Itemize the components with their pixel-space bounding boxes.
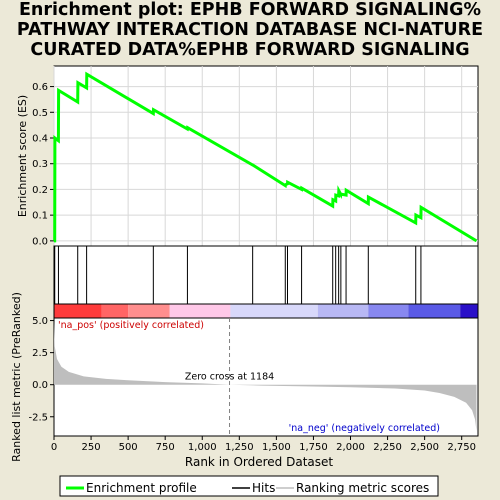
legend: Enrichment profile Hits Ranking metric s… — [59, 475, 439, 497]
metric-y-axis-label: Ranked list metric (PreRanked) — [10, 292, 23, 462]
metric-panel: Zero cross at 1184 'na_pos' (positively … — [10, 292, 479, 469]
es-y-tick-label: 0.6 — [32, 82, 48, 93]
x-tick-label: 2,750 — [447, 442, 476, 453]
title-line-3: CURATED DATA%EPHB FORWARD SIGNALING — [30, 40, 470, 60]
metric-x-axis: 0 250 500 750 1,000 1,250 1,500 1,750 2,000 2,250… — [51, 436, 476, 453]
x-tick-label: 1,250 — [225, 442, 254, 453]
color-bar-segment — [368, 304, 409, 318]
es-grid — [53, 66, 478, 246]
x-tick-label: 500 — [119, 442, 138, 453]
metric-y-tick-label: 2.5 — [32, 348, 48, 359]
x-tick-label: 1,500 — [262, 442, 291, 453]
legend-hits-label: Hits — [252, 481, 275, 495]
x-tick-label: 2,250 — [373, 442, 402, 453]
color-bar-segment — [101, 304, 129, 318]
es-panel: 0.0 0.1 0.2 0.3 0.4 0.5 0.6 Enrichment score (… — [16, 65, 479, 247]
color-bar-segment — [54, 304, 102, 318]
ranking-color-bar — [53, 303, 479, 319]
x-tick-label: 250 — [82, 442, 101, 453]
es-y-tick-label: 0.0 — [32, 236, 48, 247]
hits-lines — [54, 246, 422, 304]
legend-enrichment-label: Enrichment profile — [86, 481, 197, 495]
metric-y-tick-label: 0.0 — [32, 380, 48, 391]
metric-y-axis: -2.5 0.0 2.5 5.0 — [28, 316, 54, 423]
x-tick-label: 1,000 — [188, 442, 217, 453]
legend-metric-label: Ranking metric scores — [296, 481, 429, 495]
es-y-axis: 0.0 0.1 0.2 0.3 0.4 0.5 0.6 — [32, 82, 54, 247]
x-tick-label: 2,000 — [336, 442, 365, 453]
pos-label: 'na_pos' (positively correlated) — [58, 320, 204, 331]
metric-y-tick-label: 5.0 — [32, 316, 48, 327]
es-y-tick-label: 0.5 — [32, 108, 48, 119]
color-bar-segment — [408, 304, 461, 318]
hits-frame — [53, 245, 479, 305]
es-y-tick-label: 0.1 — [32, 211, 48, 222]
es-y-tick-label: 0.2 — [32, 185, 48, 196]
es-line — [53, 71, 478, 243]
title-line-2: PATHWAY INTERACTION DATABASE NCI-NATURE — [16, 20, 484, 40]
color-bar-segment — [128, 304, 170, 318]
neg-label: 'na_neg' (negatively correlated) — [289, 423, 440, 434]
color-bar-segment — [169, 304, 231, 318]
x-tick-label: 0 — [51, 442, 57, 453]
metric-y-tick-label: -2.5 — [28, 412, 48, 423]
color-bar-segment — [460, 304, 478, 318]
x-tick-label: 1,750 — [299, 442, 328, 453]
title-line-1: Enrichment plot: EPHB FORWARD SIGNALING% — [18, 0, 482, 20]
zero-cross-label: Zero cross at 1184 — [185, 372, 274, 383]
es-y-tick-label: 0.4 — [32, 134, 48, 145]
x-tick-label: 2,500 — [410, 442, 439, 453]
chart-title: Enrichment plot: EPHB FORWARD SIGNALING%… — [0, 0, 500, 60]
color-bar-segment — [230, 304, 318, 318]
hits-panel — [53, 245, 479, 305]
metric-frame — [53, 317, 479, 437]
legend-frame — [59, 475, 439, 497]
es-y-tick-label: 0.3 — [32, 159, 48, 170]
es-y-axis-label: Enrichment score (ES) — [16, 95, 29, 217]
color-bar-segment — [317, 304, 369, 318]
x-axis-label: Rank in Ordered Dataset — [185, 455, 333, 469]
x-tick-label: 750 — [156, 442, 175, 453]
